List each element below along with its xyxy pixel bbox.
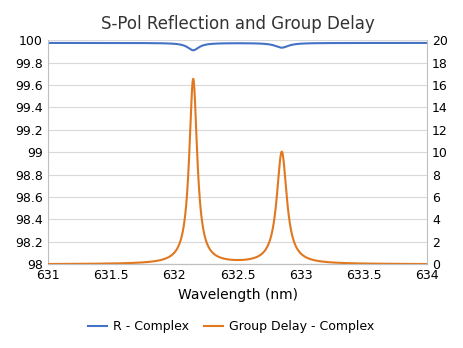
R - Complex: [45, 41, 50, 45]
R - Complex: [424, 41, 429, 45]
R - Complex: [216, 41, 221, 46]
R - Complex: [425, 41, 430, 45]
Group Delay - Complex: [424, 262, 429, 266]
Line: Group Delay - Complex: Group Delay - Complex: [48, 79, 427, 264]
Group Delay - Complex: [190, 77, 196, 81]
Group Delay - Complex: [425, 262, 430, 266]
Group Delay - Complex: [375, 262, 380, 266]
X-axis label: Wavelength (nm): Wavelength (nm): [177, 288, 298, 302]
Title: S-Pol Reflection and Group Delay: S-Pol Reflection and Group Delay: [100, 15, 375, 33]
Group Delay - Complex: [45, 262, 50, 266]
R - Complex: [190, 48, 196, 52]
Group Delay - Complex: [419, 262, 425, 266]
Group Delay - Complex: [287, 222, 293, 226]
Group Delay - Complex: [385, 262, 391, 266]
R - Complex: [375, 41, 380, 45]
Group Delay - Complex: [216, 255, 221, 259]
R - Complex: [287, 43, 293, 47]
R - Complex: [385, 41, 391, 45]
Legend: R - Complex, Group Delay - Complex: R - Complex, Group Delay - Complex: [83, 315, 380, 338]
Line: R - Complex: R - Complex: [48, 43, 427, 50]
R - Complex: [419, 41, 425, 45]
